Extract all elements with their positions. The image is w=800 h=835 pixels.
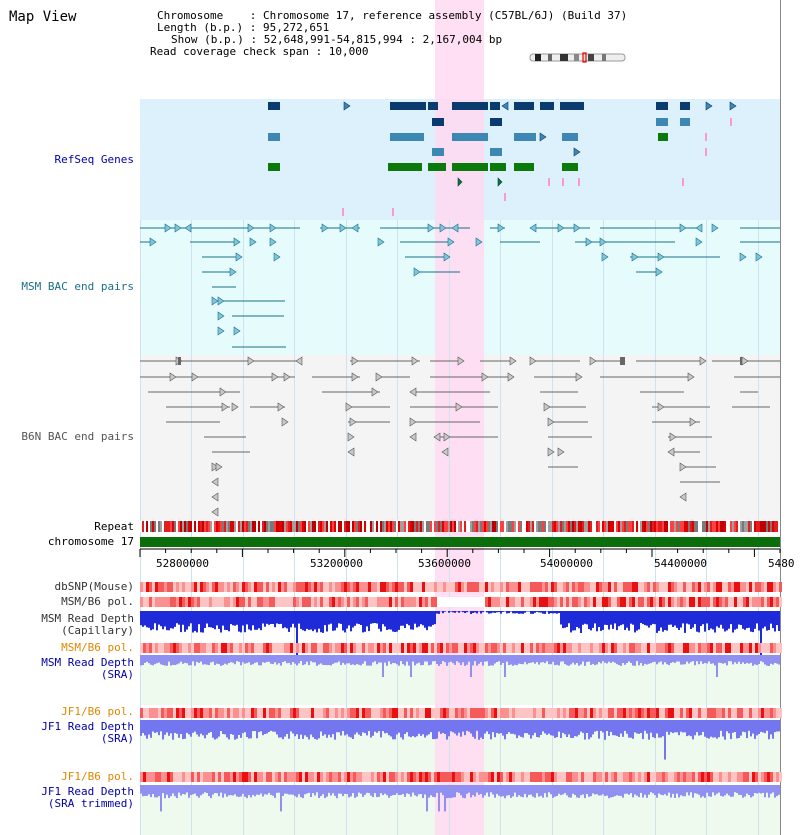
jf1-depth-trim-line2: (SRA trimmed)	[47, 797, 134, 810]
tick-label: 54000000	[540, 557, 593, 570]
tick-label: 53200000	[310, 557, 363, 570]
coverage-span-info: Read coverage check span : 10,000	[150, 45, 369, 58]
page-title: Map View	[9, 9, 77, 25]
msm-depth-capillary-label: MSM Read Depth (Capillary)	[41, 613, 134, 637]
chromosome-ideogram[interactable]	[529, 52, 626, 63]
jf1-b6-pol-heat-strip	[140, 708, 782, 718]
repeat-track	[140, 521, 780, 532]
jf1-depth-trim-line1: JF1 Read Depth	[41, 785, 134, 798]
tick-label: 53600000	[418, 557, 471, 570]
msm-b6-pol-heat-strip	[140, 597, 782, 607]
b6n-bac-label[interactable]: B6N BAC end pairs	[21, 430, 134, 443]
chromosome-bar	[140, 537, 780, 547]
show-range-info: Show (b.p.) : 52,648,991-54,815,994 : 2,…	[171, 33, 503, 46]
tick-label: 54400000	[654, 557, 707, 570]
jf1-depth-sra-label: JF1 Read Depth (SRA)	[41, 721, 134, 745]
msm-b6-pol-sra-label: MSM/B6 pol.	[61, 641, 134, 654]
dbsnp-heat-strip	[140, 582, 782, 592]
jf1-depth-sra-bars	[140, 720, 780, 760]
jf1-depth-trim-label: JF1 Read Depth (SRA trimmed)	[41, 786, 134, 810]
position-axis	[139, 548, 781, 557]
tick-label: 5480	[768, 557, 795, 570]
region-info: Chromosome : Chromosome 17, reference as…	[150, 10, 627, 58]
jf1-depth-sra-line1: JF1 Read Depth	[41, 720, 134, 733]
tick-label: 52800000	[156, 557, 209, 570]
chromosome-label: chromosome 17	[47, 535, 134, 548]
msm-depth-sra-line2: (SRA)	[100, 668, 134, 681]
msm-depth-capillary-line1: MSM Read Depth	[41, 612, 134, 625]
msm-depth-sra-label: MSM Read Depth (SRA)	[41, 657, 134, 681]
msm-b6-pol-sra-heat-strip	[140, 643, 782, 653]
jf1-depth-sra-line2: (SRA)	[100, 732, 134, 745]
chromosome-info: Chromosome : Chromosome 17, reference as…	[157, 9, 628, 22]
refseq-label[interactable]: RefSeq Genes	[54, 153, 134, 166]
msm-depth-capillary-line2: (Capillary)	[61, 624, 134, 637]
repeat-label: Repeat	[94, 520, 134, 533]
dbsnp-label: dbSNP(Mouse)	[54, 580, 134, 593]
msm-depth-capillary-bars	[140, 611, 780, 655]
msm-depth-sra-bars	[140, 655, 780, 677]
jf1-b6-pol-trim-label: JF1/B6 pol.	[61, 770, 134, 783]
jf1-b6-pol-label: JF1/B6 pol.	[61, 705, 134, 718]
msm-bac-label[interactable]: MSM BAC end pairs	[21, 280, 134, 293]
msm-depth-sra-line1: MSM Read Depth	[41, 656, 134, 669]
msm-b6-pol-label: MSM/B6 pol.	[61, 595, 134, 608]
jf1-depth-trim-bars	[140, 785, 780, 812]
length-info: Length (b.p.) : 95,272,651	[157, 21, 330, 34]
jf1-b6-pol-trim-heat-strip	[140, 772, 782, 782]
